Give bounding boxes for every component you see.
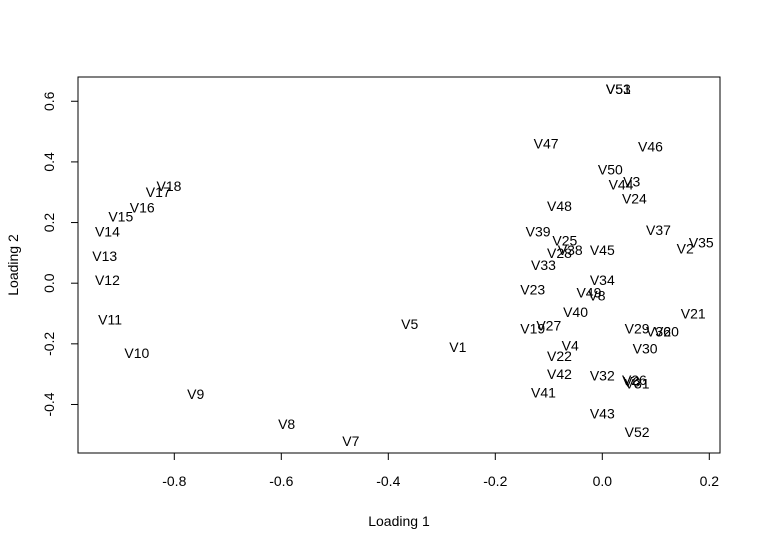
point-label: V52 — [625, 424, 650, 440]
y-tick-label: 0.2 — [41, 213, 57, 233]
plot-frame — [77, 76, 721, 454]
point-label: V20 — [654, 324, 679, 340]
point-label: V3 — [623, 174, 640, 190]
point-label: V41 — [531, 384, 556, 400]
x-tick-label: 0.0 — [593, 473, 613, 489]
point-label: V28 — [547, 245, 572, 261]
point-label: V47 — [534, 136, 559, 152]
y-axis: -0.4 -0.2 0.0 0.2 0.4 0.6 — [41, 91, 79, 417]
point-label: V2 — [677, 240, 694, 256]
point-label: V36 — [646, 324, 671, 340]
point-label: V19 — [520, 321, 545, 337]
point-label: V4 — [562, 337, 579, 353]
point-label: V33 — [531, 257, 556, 273]
y-tick-label: 0.0 — [41, 273, 57, 293]
point-label: V50 — [598, 161, 623, 177]
point-label: V49 — [576, 284, 601, 300]
x-axis-label: Loading 1 — [368, 513, 430, 529]
point-label: V46 — [638, 139, 663, 155]
point-label: V38 — [558, 242, 583, 258]
point-label: V29 — [625, 321, 650, 337]
point-label: V27 — [536, 318, 561, 334]
point-label: V6 — [623, 374, 640, 390]
point-label: V43 — [590, 406, 615, 422]
point-label: V53 — [606, 81, 631, 97]
point-label: V26 — [622, 372, 647, 388]
y-tick-label: -0.2 — [41, 332, 57, 356]
point-label: V11 — [98, 312, 122, 328]
point-label: V7 — [342, 433, 359, 449]
point-label: V17 — [146, 184, 171, 200]
point-label: V16 — [130, 199, 155, 215]
point-label: V31 — [625, 375, 650, 391]
point-label: V34 — [590, 272, 615, 288]
point-label: V13 — [92, 248, 117, 264]
point-label: V45 — [590, 242, 615, 258]
point-label: V10 — [124, 345, 149, 361]
y-tick-label: -0.4 — [41, 392, 57, 416]
y-tick-label: 0.4 — [41, 152, 57, 172]
point-label: V39 — [526, 224, 551, 240]
x-axis: -0.8 -0.6 -0.4 -0.2 0.0 0.2 — [162, 452, 720, 489]
point-labels: V1V2V3V4V5V6V7V8V9V10V11V12V13V14V15V16V… — [92, 81, 714, 449]
point-label: V12 — [95, 272, 120, 288]
point-label: V35 — [689, 234, 714, 250]
point-label: V8 — [588, 287, 605, 303]
point-label: V8 — [278, 416, 295, 432]
point-label: V15 — [108, 208, 133, 224]
point-label: V44 — [609, 177, 634, 193]
point-label: V48 — [547, 198, 572, 214]
point-label: V25 — [552, 233, 577, 249]
point-label: V30 — [633, 340, 658, 356]
point-label: V14 — [95, 224, 120, 240]
x-tick-label: -0.6 — [269, 473, 293, 489]
point-label: V9 — [187, 386, 204, 402]
x-tick-label: 0.2 — [700, 473, 720, 489]
point-label: V24 — [622, 190, 647, 206]
point-label: V40 — [563, 304, 588, 320]
point-label: V1 — [449, 339, 466, 355]
point-label: V21 — [681, 306, 706, 322]
point-label: V22 — [547, 348, 572, 364]
y-axis-label: Loading 2 — [5, 234, 21, 296]
point-label: V23 — [520, 281, 545, 297]
point-label: V32 — [590, 368, 615, 384]
point-label: V18 — [156, 178, 181, 194]
x-tick-label: -0.4 — [376, 473, 400, 489]
point-label: V5 — [401, 316, 418, 332]
point-label: V37 — [646, 222, 671, 238]
x-tick-label: -0.2 — [483, 473, 507, 489]
point-label: V51 — [606, 81, 631, 97]
y-tick-label: 0.6 — [41, 91, 57, 111]
point-label: V42 — [547, 366, 572, 382]
x-tick-label: -0.8 — [162, 473, 186, 489]
